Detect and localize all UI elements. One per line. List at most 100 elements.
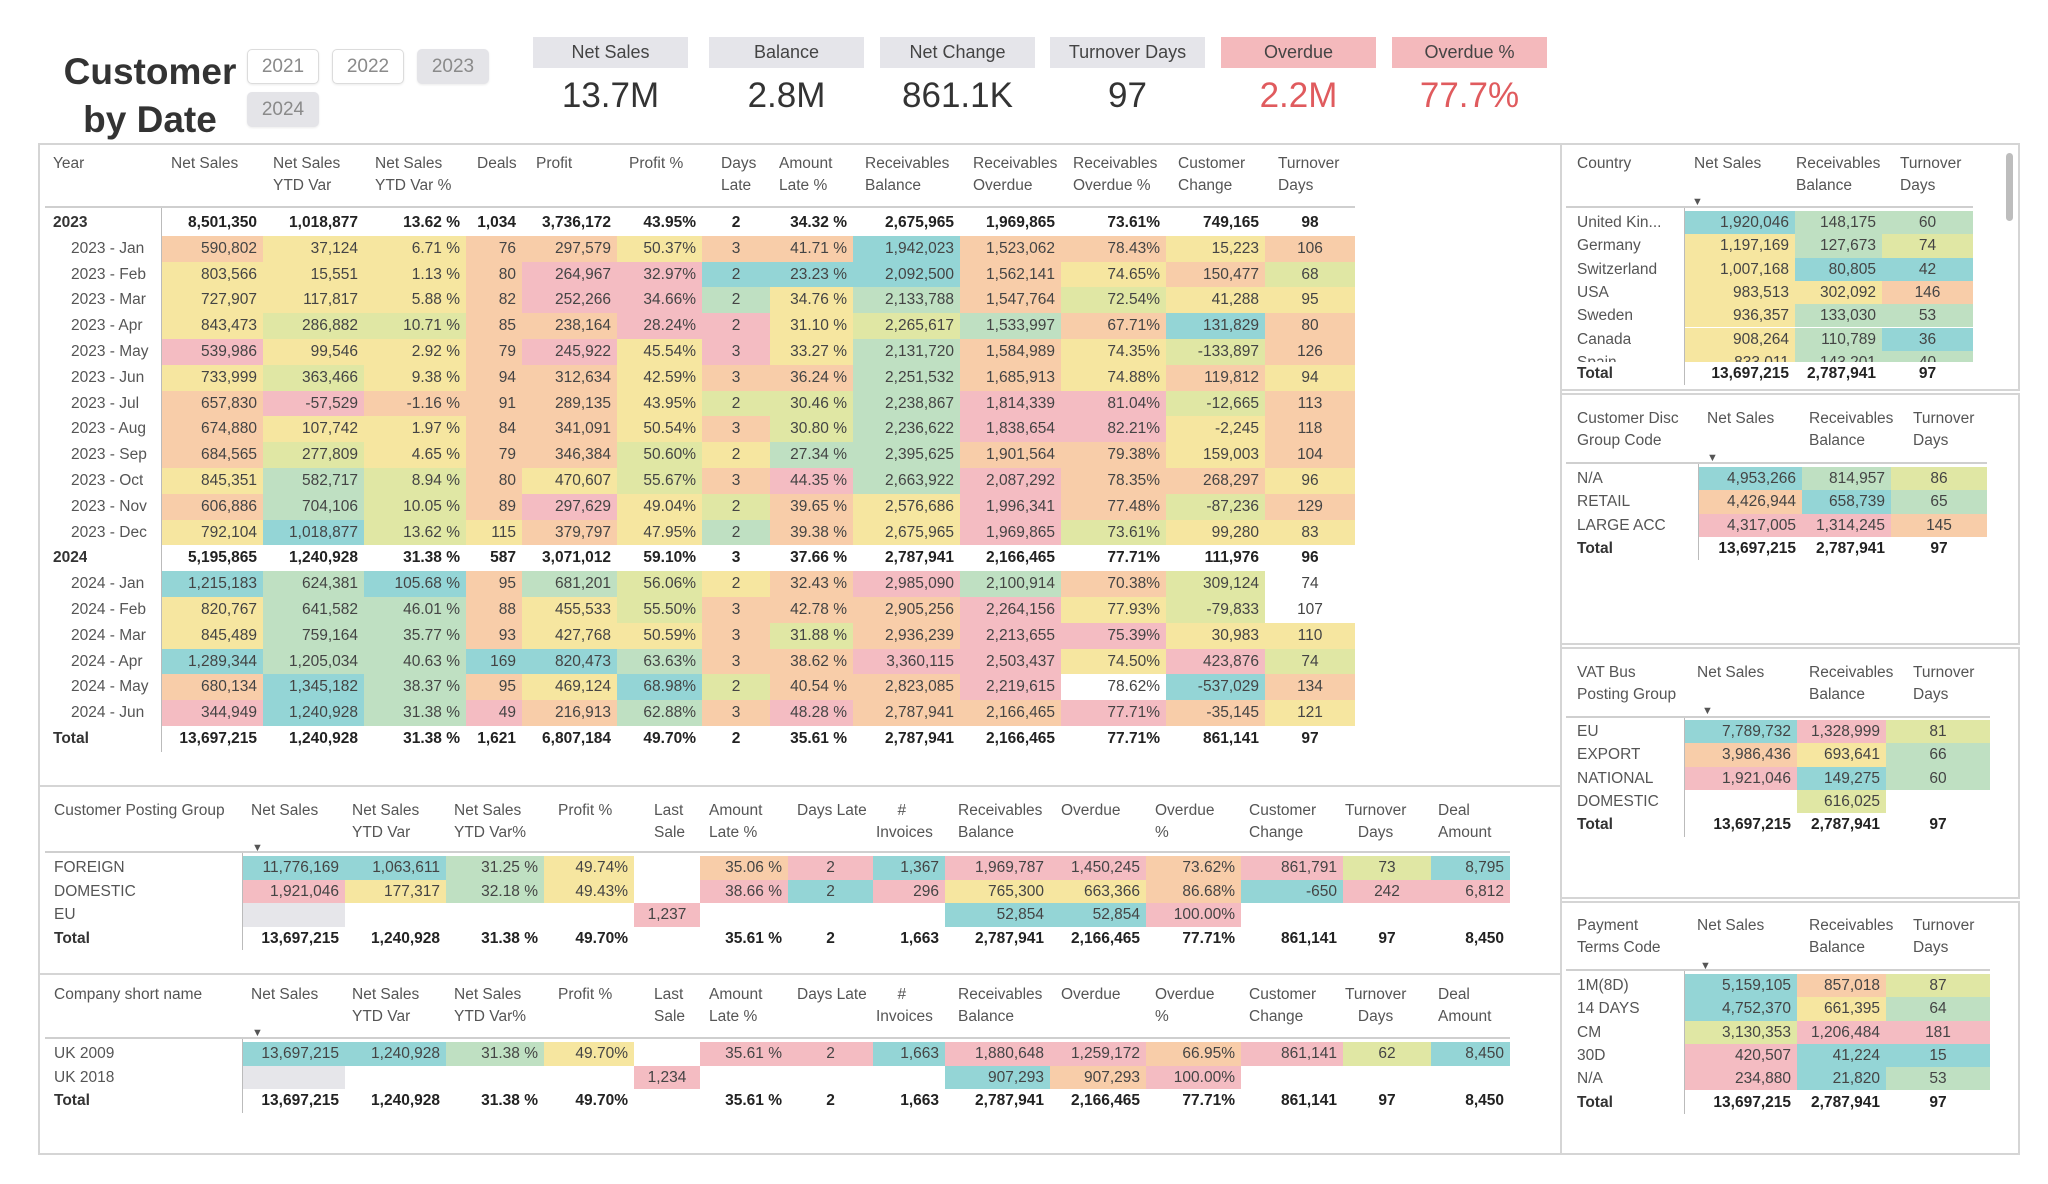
- column-header[interactable]: Deals: [477, 155, 517, 172]
- column-header[interactable]: Receivables Balance: [1796, 155, 1881, 194]
- year-slicer-2021[interactable]: 2021: [247, 49, 319, 84]
- sort-descending-icon[interactable]: ▼: [1707, 452, 1718, 464]
- row-label[interactable]: Total: [54, 1092, 90, 1110]
- year-slicer-2022[interactable]: 2022: [332, 49, 404, 84]
- column-header[interactable]: Profit: [536, 155, 573, 172]
- row-label[interactable]: 2023: [53, 214, 88, 231]
- row-label[interactable]: 2023 - Oct: [71, 472, 144, 489]
- column-header[interactable]: Receivables Balance: [1809, 664, 1894, 703]
- row-label[interactable]: 2024 - Feb: [71, 601, 146, 618]
- row-label[interactable]: CM: [1577, 1023, 1602, 1041]
- column-header[interactable]: Deal Amount: [1438, 802, 1492, 841]
- row-label[interactable]: EXPORT: [1577, 746, 1641, 764]
- column-header[interactable]: Net Sales: [1697, 917, 1765, 934]
- column-header[interactable]: Overdue %: [1155, 986, 1215, 1025]
- column-header[interactable]: Net Sales YTD Var%: [454, 802, 527, 841]
- column-header[interactable]: Year: [53, 155, 85, 172]
- column-header[interactable]: Receivables Balance: [958, 802, 1043, 841]
- column-header[interactable]: Amount Late %: [709, 802, 763, 841]
- row-label[interactable]: Switzerland: [1577, 260, 1658, 278]
- row-label[interactable]: 2024 - Apr: [71, 652, 143, 670]
- country-scrollbar[interactable]: [2006, 153, 2013, 221]
- column-header[interactable]: Overdue %: [1155, 802, 1215, 841]
- row-label[interactable]: N/A: [1577, 1070, 1603, 1088]
- row-label[interactable]: 2024 - May: [71, 678, 149, 696]
- column-header[interactable]: VAT Bus Posting Group: [1577, 664, 1677, 703]
- row-label[interactable]: USA: [1577, 283, 1609, 301]
- row-label[interactable]: 2023 - Feb: [71, 265, 146, 283]
- column-header[interactable]: Turnover Days: [1900, 155, 1962, 194]
- row-label[interactable]: 2024: [53, 549, 88, 567]
- row-label[interactable]: 2024 - Mar: [71, 626, 146, 644]
- row-label[interactable]: 2023 - Aug: [71, 420, 146, 438]
- sort-descending-icon[interactable]: ▼: [252, 1027, 263, 1039]
- column-header[interactable]: Payment Terms Code: [1577, 917, 1661, 956]
- column-header[interactable]: Receivables Balance: [1809, 410, 1894, 449]
- row-label[interactable]: DOMESTIC: [1577, 792, 1659, 810]
- column-header[interactable]: Net Sales: [171, 155, 239, 172]
- column-header[interactable]: Days Late: [721, 155, 757, 194]
- row-label[interactable]: FOREIGN: [54, 859, 125, 876]
- column-header[interactable]: Turnover Days: [1913, 410, 1975, 449]
- column-header[interactable]: Profit %: [558, 986, 613, 1003]
- column-header[interactable]: Net Sales: [1707, 410, 1775, 427]
- row-label[interactable]: UK 2009: [54, 1045, 115, 1062]
- row-label[interactable]: 1M(8D): [1577, 977, 1629, 994]
- column-header[interactable]: Receivables Balance: [958, 986, 1043, 1025]
- row-label[interactable]: LARGE ACC: [1577, 516, 1666, 534]
- row-label[interactable]: Germany: [1577, 237, 1641, 255]
- column-header[interactable]: Turnover Days: [1913, 917, 1975, 956]
- row-label[interactable]: N/A: [1577, 470, 1603, 487]
- sort-descending-icon[interactable]: ▼: [1692, 196, 1703, 208]
- row-label[interactable]: 2023 - Jun: [71, 368, 145, 386]
- column-header[interactable]: Last Sale: [654, 802, 686, 841]
- column-header[interactable]: Company short name: [54, 986, 203, 1003]
- row-label[interactable]: 2023 - Jul: [71, 394, 140, 412]
- row-label[interactable]: 2023 - Sep: [71, 446, 147, 464]
- year-slicer-2023[interactable]: 2023: [417, 49, 489, 84]
- row-label[interactable]: 2024 - Jun: [71, 704, 145, 722]
- column-header[interactable]: Receivables Overdue: [973, 155, 1058, 194]
- column-header[interactable]: Net Sales YTD Var: [273, 155, 341, 194]
- year-slicer-2024[interactable]: 2024: [247, 92, 319, 127]
- column-header[interactable]: Profit %: [558, 802, 613, 819]
- column-header[interactable]: Customer Disc Group Code: [1577, 410, 1679, 449]
- row-label[interactable]: Spain: [1577, 351, 1617, 362]
- column-header[interactable]: Amount Late %: [709, 986, 763, 1025]
- row-label[interactable]: Sweden: [1577, 307, 1634, 325]
- row-label[interactable]: 2023 - Nov: [71, 497, 147, 515]
- sort-descending-icon[interactable]: ▼: [252, 842, 263, 854]
- row-label[interactable]: 2023 - Mar: [71, 291, 146, 309]
- column-header[interactable]: Turnover Days: [1345, 986, 1407, 1025]
- row-label[interactable]: 2023 - Dec: [71, 523, 147, 541]
- row-label[interactable]: Canada: [1577, 330, 1632, 348]
- column-header[interactable]: Overdue: [1061, 802, 1121, 819]
- column-header[interactable]: Days Late: [797, 802, 867, 819]
- column-header[interactable]: Amount Late %: [779, 155, 833, 194]
- row-label[interactable]: 14 DAYS: [1577, 1000, 1640, 1018]
- column-header[interactable]: Overdue: [1061, 986, 1121, 1003]
- column-header[interactable]: Customer Posting Group: [54, 802, 225, 819]
- column-header[interactable]: Days Late: [797, 986, 867, 1003]
- row-label[interactable]: 2023 - Jan: [71, 239, 145, 257]
- column-header[interactable]: Net Sales: [1694, 155, 1762, 172]
- column-header[interactable]: Net Sales: [251, 802, 319, 819]
- column-header[interactable]: Customer Change: [1178, 155, 1246, 194]
- column-header[interactable]: # Invoices: [876, 802, 933, 841]
- column-header[interactable]: Last Sale: [654, 986, 686, 1025]
- row-label[interactable]: UK 2018: [54, 1068, 115, 1086]
- column-header[interactable]: Net Sales YTD Var: [352, 802, 420, 841]
- column-header[interactable]: Customer Change: [1249, 986, 1317, 1025]
- column-header[interactable]: Profit %: [629, 155, 684, 172]
- column-header[interactable]: Net Sales YTD Var: [352, 986, 420, 1025]
- sort-descending-icon[interactable]: ▼: [1700, 960, 1711, 972]
- row-label[interactable]: RETAIL: [1577, 493, 1631, 511]
- column-header[interactable]: Turnover Days: [1278, 155, 1340, 194]
- row-label[interactable]: DOMESTIC: [54, 882, 136, 900]
- row-label[interactable]: NATIONAL: [1577, 769, 1654, 787]
- sort-descending-icon[interactable]: ▼: [1702, 705, 1713, 717]
- column-header[interactable]: Receivables Balance: [1809, 917, 1894, 956]
- row-label[interactable]: 30D: [1577, 1046, 1606, 1064]
- column-header[interactable]: Net Sales: [251, 986, 319, 1003]
- row-label[interactable]: United Kin...: [1577, 214, 1662, 231]
